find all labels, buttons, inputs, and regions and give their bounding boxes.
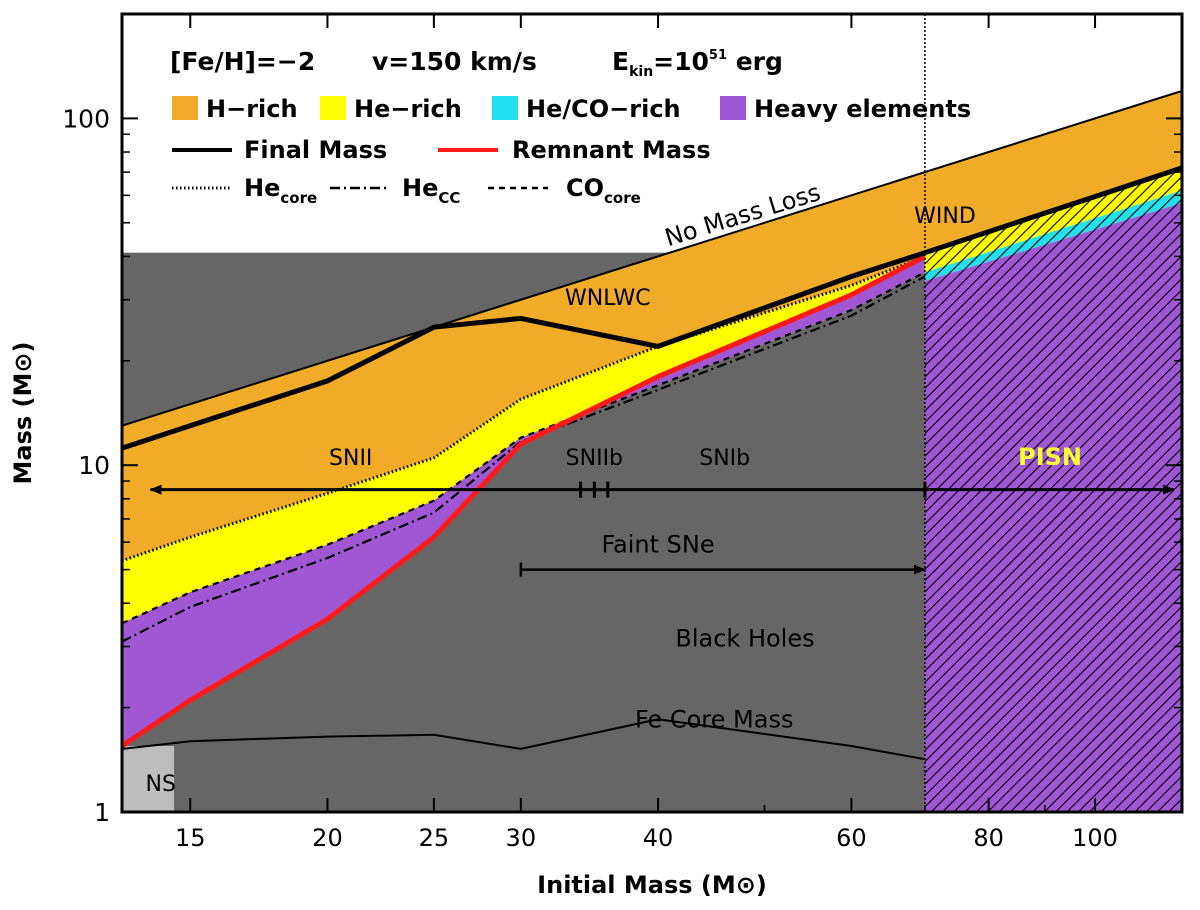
annotation-wnlwc: WNLWC xyxy=(565,286,651,311)
final-mass-line xyxy=(122,250,926,451)
legend-swatch-he-rich xyxy=(320,96,346,120)
legend-label-h-rich: H−rich xyxy=(206,95,298,123)
legend-label-he-cc: HeCC xyxy=(402,174,460,207)
h-rich-fill xyxy=(122,172,925,561)
legend-swatch-heavy xyxy=(720,96,746,120)
pisn-h-rich-fill xyxy=(924,90,1182,253)
legend-label-final-mass: Final Mass xyxy=(244,136,387,164)
legend-swatch-heco-rich xyxy=(492,96,518,120)
ekin-exp: 51 xyxy=(709,48,727,63)
annotation-snii: SNII xyxy=(329,446,372,471)
pisn-heavy-hatch xyxy=(924,203,1182,812)
ns-fill xyxy=(122,745,175,812)
he-core-sub: core xyxy=(280,189,317,207)
co-core-sub: core xyxy=(604,189,641,207)
legend-header-feh: [Fe/H]=−2 xyxy=(170,47,315,76)
annotation-fe-core-mass: Fe Core Mass xyxy=(635,706,793,734)
legend-label-remnant-mass: Remnant Mass xyxy=(512,136,711,164)
x-tick-label-4: 40 xyxy=(643,824,674,852)
annotation-ns: NS xyxy=(146,772,176,797)
pisn-heco-hatch xyxy=(924,190,1182,281)
annotation-black-holes: Black Holes xyxy=(675,625,814,653)
legend-label-heavy: Heavy elements xyxy=(754,95,971,123)
annotation-sniib: SNIIb xyxy=(566,446,623,471)
y-tick-label-1: 10 xyxy=(78,451,110,480)
heavy-elements-fill xyxy=(122,256,925,746)
no-mass-loss-line xyxy=(122,89,1182,427)
y-tick-label-0: 1 xyxy=(94,798,110,827)
ekin-unit: erg xyxy=(727,47,783,76)
region-arrows xyxy=(149,481,1175,577)
he-cc-line xyxy=(122,275,926,643)
legend-label-co-core: COcore xyxy=(566,174,641,207)
legend: [Fe/H]=−2 v=150 km/s Ekin=1051 erg H−ric… xyxy=(170,47,971,207)
y-axis-label: Mass (M⊙) xyxy=(9,342,37,485)
ekin-sub: kin xyxy=(629,64,653,80)
ekin-prefix: E xyxy=(612,47,629,76)
annotation-wind: WIND xyxy=(914,204,976,229)
legend-header-velocity: v=150 km/s xyxy=(372,47,537,76)
x-axis-label: Initial Mass (M⊙) xyxy=(537,871,767,899)
annotation-pisn: PISN xyxy=(1018,443,1082,471)
co-core-line xyxy=(122,271,926,625)
pisn-final-mass-line xyxy=(924,165,1182,256)
legend-swatch-h-rich xyxy=(172,96,198,120)
x-tick-label-0: 15 xyxy=(175,824,206,852)
x-tick-label-2: 25 xyxy=(419,824,450,852)
x-tick-label-3: 30 xyxy=(506,824,537,852)
fe-core-line xyxy=(122,718,926,761)
legend-label-he-rich: He−rich xyxy=(354,95,462,123)
co-core-main: CO xyxy=(566,174,604,202)
he-cc-main: He xyxy=(402,174,438,202)
plot-frame xyxy=(120,12,1184,814)
legend-label-heco-rich: He/CO−rich xyxy=(526,95,681,123)
axes: 15 20 25 30 40 60 80 100 1 10 100 xyxy=(62,13,1182,852)
he-core-main: He xyxy=(244,174,280,202)
region-fills xyxy=(122,90,1182,812)
annotation-faint-sne: Faint SNe xyxy=(601,531,714,559)
ekin-suffix: =10 xyxy=(653,47,709,76)
x-tick-label-5: 60 xyxy=(836,824,867,852)
x-tick-label-1: 20 xyxy=(312,824,343,852)
x-tick-label-6: 80 xyxy=(973,824,1004,852)
he-core-line xyxy=(122,255,926,563)
pisn-he-hatch xyxy=(924,167,1182,273)
annotation-snib: SNIb xyxy=(699,446,750,471)
legend-label-he-core: Hecore xyxy=(244,174,317,207)
he-cc-sub: CC xyxy=(438,189,460,207)
legend-header-ekin: Ekin=1051 erg xyxy=(612,47,783,80)
x-tick-label-7: 100 xyxy=(1072,824,1118,852)
y-tick-label-2: 100 xyxy=(62,104,110,133)
